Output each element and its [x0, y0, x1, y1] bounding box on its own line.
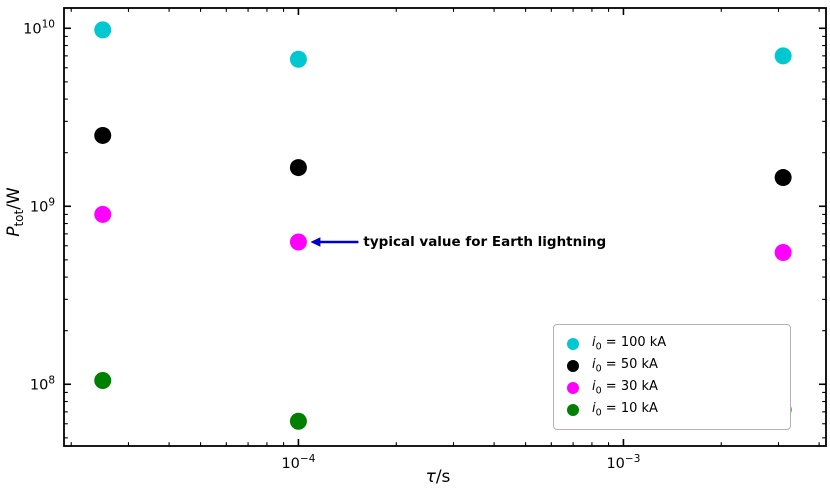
data-point-series3: [94, 372, 112, 390]
data-point-series1: [289, 159, 307, 177]
axes-spines: [63, 7, 827, 447]
annotation-text: typical value for Earth lightning: [363, 233, 607, 250]
x-axis-label: τ/s: [426, 467, 451, 487]
legend-marker-icon: [567, 338, 579, 350]
ylabel-symbol: P: [3, 226, 24, 237]
data-point-series1: [774, 169, 792, 187]
legend-entry-label: i0 = 50 kA: [592, 357, 658, 375]
xlabel-symbol: τ: [425, 467, 436, 487]
x-tick-label: 10−3: [606, 453, 641, 472]
legend-entry-label: i0 = 100 kA: [592, 335, 667, 353]
legend-marker-icon: [567, 360, 579, 372]
data-point-series0: [94, 21, 112, 39]
y-tick-label: 108: [29, 374, 55, 394]
data-point-series0: [289, 50, 307, 68]
legend-entry: i0 = 50 kA: [567, 355, 780, 377]
y-tick-label: 109: [29, 196, 55, 216]
data-point-series1: [94, 126, 112, 144]
legend-entry: i0 = 100 kA: [567, 333, 780, 355]
data-point-series0: [774, 47, 792, 65]
x-tick-label: 10−4: [281, 453, 316, 472]
legend-marker-icon: [567, 404, 579, 416]
legend: i0 = 100 kA i0 = 50 kA i0 = 30 kA i0 = 10 k…: [553, 324, 791, 430]
y-tick-label: 1010: [23, 18, 55, 38]
legend-marker-icon: [567, 382, 579, 394]
data-point-series3: [289, 412, 307, 430]
annotation-arrow-head-icon: [310, 237, 321, 247]
legend-entry: i0 = 30 kA: [567, 377, 780, 399]
xlabel-unit: /s: [435, 467, 451, 487]
data-point-series2: [94, 205, 112, 223]
legend-entry-label: i0 = 30 kA: [592, 379, 658, 397]
legend-entry-label: i0 = 10 kA: [592, 401, 658, 419]
data-point-series2: [774, 243, 792, 261]
data-point-series2: [289, 233, 307, 251]
legend-entry: i0 = 10 kA: [567, 399, 780, 421]
